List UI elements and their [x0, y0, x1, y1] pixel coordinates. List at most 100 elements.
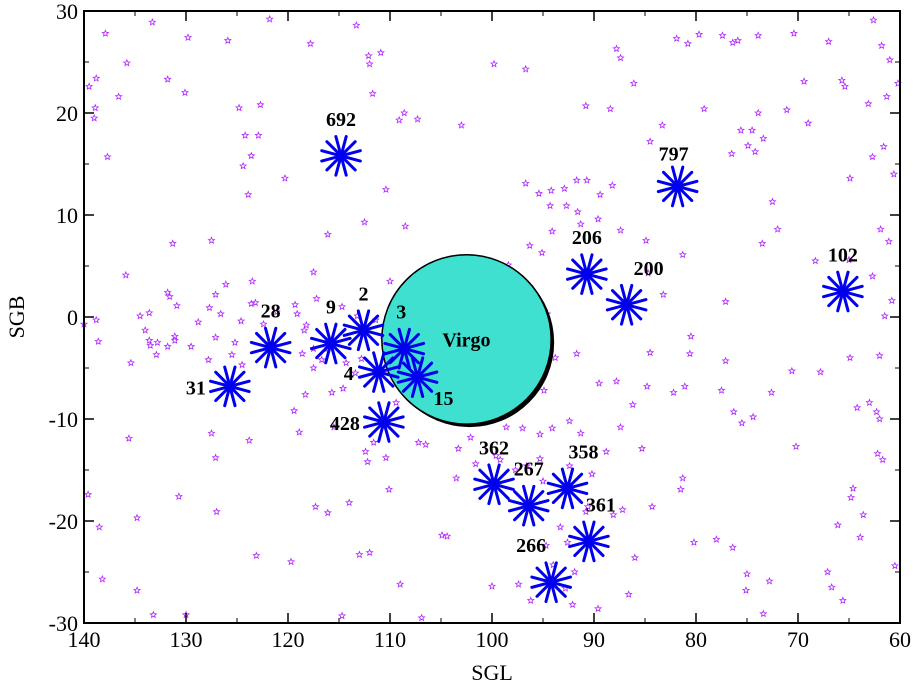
background-point: [773, 224, 782, 233]
background-point: [172, 301, 181, 310]
background-point: [583, 502, 592, 511]
galaxy-star-ray: [310, 336, 352, 351]
background-point: [489, 59, 499, 68]
background-point: [103, 152, 112, 161]
background-point: [417, 613, 426, 622]
background-point: [163, 342, 172, 351]
background-point: [149, 610, 158, 619]
background-point: [608, 181, 617, 189]
background-point: [646, 137, 655, 146]
background-point: [624, 590, 633, 598]
galaxy-marker: 266: [516, 535, 572, 604]
background-point: [565, 461, 574, 470]
background-point: [148, 17, 157, 26]
galaxy-star-ray: [363, 415, 405, 429]
background-point: [300, 325, 309, 334]
background-point: [487, 581, 497, 590]
background-point: [165, 292, 174, 301]
y-tick-label: 0: [67, 305, 78, 330]
background-point: [727, 149, 736, 158]
background-point: [754, 31, 763, 39]
background-point: [576, 428, 585, 437]
x-tick-label: 130: [170, 627, 203, 652]
background-point: [205, 303, 214, 312]
background-point: [212, 507, 221, 516]
galaxy-marker: 200: [605, 258, 664, 326]
background-point: [216, 309, 225, 318]
background-point: [414, 438, 423, 446]
galaxy-label: 358: [568, 441, 598, 463]
background-point: [743, 141, 753, 150]
galaxy-star-ray: [566, 267, 608, 281]
galaxy-marker: 2: [342, 283, 385, 352]
background-point: [864, 99, 873, 108]
background-point: [849, 484, 858, 492]
background-point: [90, 113, 99, 122]
galaxy-star-ray: [357, 365, 400, 379]
background-point: [114, 92, 123, 101]
background-point: [733, 36, 742, 45]
background-point: [84, 490, 93, 498]
background-point: [630, 553, 639, 562]
background-point: [800, 77, 809, 85]
background-point: [291, 300, 300, 309]
background-point: [546, 201, 555, 210]
y-tick-label: 20: [56, 101, 78, 126]
galaxy-label: 15: [434, 388, 454, 410]
background-point: [787, 366, 796, 375]
background-point: [751, 147, 760, 156]
galaxy-marker: 102: [822, 245, 864, 313]
background-point: [466, 433, 475, 441]
galaxy-star-ray: [209, 379, 251, 394]
background-point: [247, 299, 256, 308]
galaxy-star-ray: [605, 298, 648, 312]
background-point: [811, 256, 820, 265]
background-point: [712, 535, 721, 543]
background-point: [174, 492, 183, 500]
galaxy-marker: 797: [656, 143, 699, 208]
background-point: [365, 59, 374, 68]
background-point: [521, 64, 530, 73]
background-point: [101, 29, 110, 37]
background-point: [804, 118, 813, 127]
background-point: [618, 505, 627, 514]
background-point: [606, 104, 615, 113]
background-point: [85, 82, 94, 90]
background-point: [421, 440, 430, 448]
galaxy-label: 797: [659, 143, 689, 165]
background-point: [629, 79, 638, 87]
x-tick-label: 110: [374, 627, 406, 652]
background-point: [163, 288, 172, 296]
galaxy-marker: 692: [320, 109, 362, 177]
background-point: [791, 442, 801, 451]
galaxy-star-ray: [507, 499, 550, 513]
x-tick-label: 80: [685, 627, 707, 652]
background-point: [254, 131, 263, 139]
background-point: [729, 407, 738, 416]
background-point: [700, 104, 709, 113]
background-point: [323, 230, 332, 238]
background-point: [293, 309, 302, 318]
background-point: [890, 561, 899, 570]
background-point: [741, 586, 751, 594]
background-point: [312, 294, 321, 303]
background-point: [573, 207, 582, 216]
background-point: [92, 74, 101, 82]
background-point: [594, 214, 603, 223]
background-point: [594, 604, 603, 613]
background-point: [126, 358, 135, 367]
background-point: [207, 236, 216, 244]
background-point: [290, 406, 299, 415]
galaxy-marker: 9: [310, 297, 352, 365]
x-tick-label: 90: [583, 627, 605, 652]
y-axis-label: SGB: [4, 296, 29, 339]
background-point: [539, 386, 549, 394]
background-point: [337, 302, 347, 311]
x-tick-label: 140: [68, 627, 101, 652]
background-point: [132, 513, 142, 522]
background-point: [641, 236, 651, 244]
galaxy-star-ray: [396, 370, 439, 384]
background-point: [223, 36, 232, 45]
background-point: [327, 388, 336, 396]
